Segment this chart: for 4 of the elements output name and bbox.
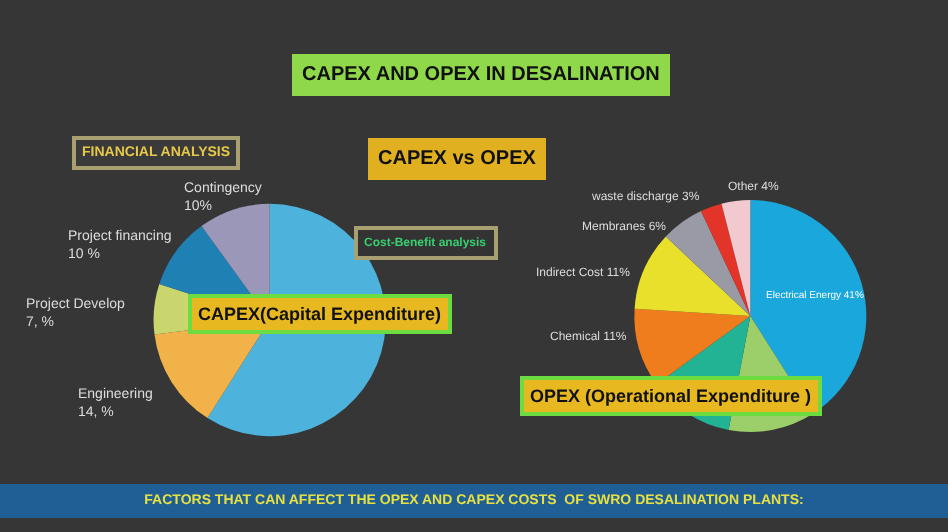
text: CAPEX AND OPEX IN DESALINATION [302,64,660,86]
text: CAPEX(Capital Expenditure) [198,304,442,324]
text: OPEX (Operational Expenditure ) [530,386,812,406]
text: CAPEX vs OPEX [378,148,537,170]
